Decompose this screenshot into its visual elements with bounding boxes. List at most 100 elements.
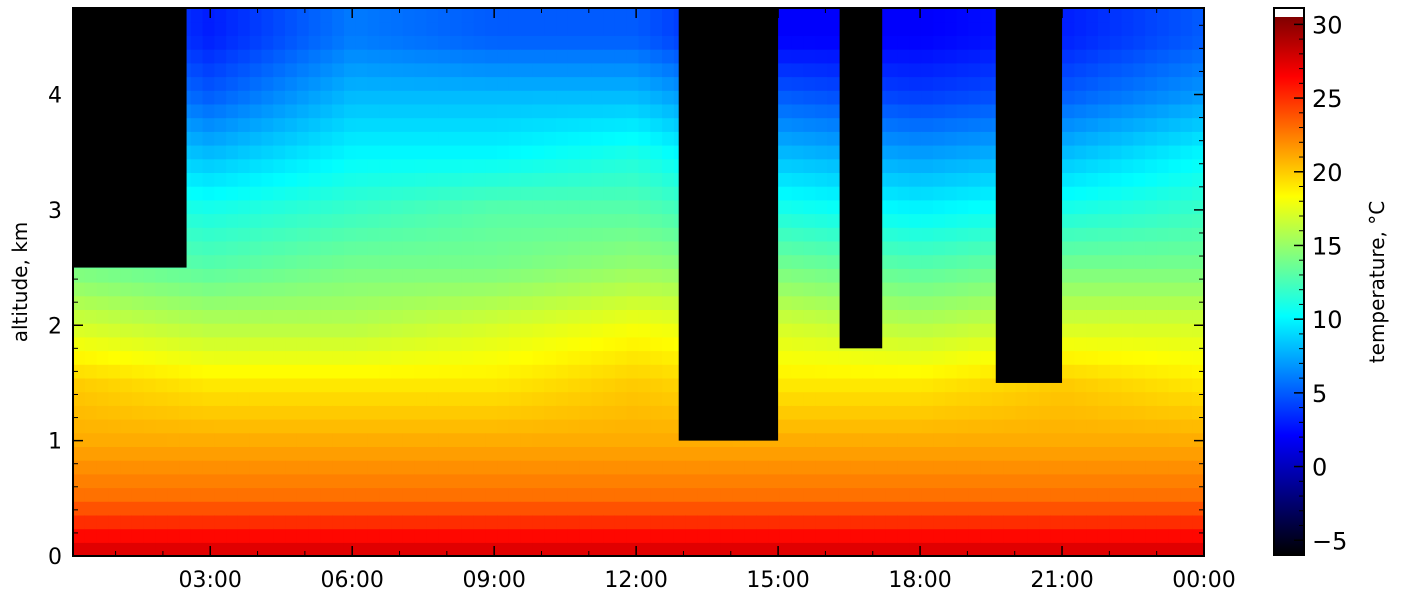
heatmap-cell [237, 186, 251, 201]
heatmap-cell [827, 21, 840, 36]
heatmap-cell [296, 295, 310, 310]
heatmap-cell [685, 473, 699, 489]
heatmap-cell [1192, 90, 1204, 105]
heatmap-cell [603, 364, 616, 379]
heatmap-cell [402, 213, 416, 228]
heatmap-cell [1145, 460, 1158, 475]
heatmap-cell [261, 117, 274, 132]
heatmap-cell [320, 528, 333, 543]
heatmap-cell [803, 350, 816, 365]
heatmap-cell [603, 8, 616, 23]
heatmap-cell [273, 364, 286, 379]
heatmap-cell [1121, 473, 1134, 489]
heatmap-cell [414, 172, 428, 187]
heatmap-cell [226, 377, 239, 393]
heatmap-cell [885, 514, 899, 530]
heatmap-cell [968, 446, 981, 461]
heatmap-cell [827, 90, 840, 105]
heatmap-cell [1145, 254, 1158, 269]
heatmap-cell [1062, 309, 1076, 324]
heatmap-cell [190, 446, 204, 461]
heatmap-cell [190, 514, 204, 530]
heatmap-cell [803, 295, 816, 310]
heatmap-cell [991, 514, 1005, 530]
heatmap-cell [1074, 432, 1087, 447]
heatmap-cell [402, 377, 416, 393]
heatmap-cell [909, 240, 922, 256]
heatmap-cell [343, 268, 357, 283]
heatmap-cell [1121, 323, 1134, 338]
heatmap-cell [662, 49, 675, 64]
heatmap-cell [179, 336, 192, 352]
heatmap-cell [544, 542, 557, 556]
heatmap-cell [237, 350, 251, 365]
heatmap-cell [968, 473, 981, 489]
heatmap-cell [520, 49, 534, 64]
heatmap-cell [237, 336, 251, 352]
heatmap-cell [450, 432, 463, 447]
heatmap-cell [544, 103, 557, 119]
heatmap-cell [638, 501, 651, 516]
heatmap-cell [968, 391, 981, 406]
heatmap-cell [591, 336, 604, 352]
heatmap-cell [343, 446, 357, 461]
heatmap-cell [662, 117, 675, 132]
heatmap-cell [355, 350, 369, 365]
heatmap-cell [685, 542, 699, 556]
heatmap-cell [1027, 487, 1040, 502]
heatmap-cell [320, 323, 333, 338]
heatmap-cell [556, 8, 569, 23]
heatmap-cell [343, 90, 357, 105]
heatmap-cell [84, 460, 98, 475]
heatmap-cell [897, 473, 911, 489]
heatmap-cell [438, 460, 451, 475]
heatmap-cell [379, 514, 392, 530]
heatmap-cell [497, 35, 510, 50]
heatmap-cell [497, 62, 510, 78]
heatmap-cell [296, 35, 310, 50]
heatmap-cell [921, 103, 934, 119]
heatmap-cell [450, 282, 463, 297]
heatmap-cell [673, 460, 687, 475]
heatmap-cell [214, 309, 227, 324]
heatmap-cell [367, 158, 380, 173]
heatmap-cell [626, 90, 640, 105]
heatmap-cell [296, 254, 310, 269]
heatmap-cell [108, 268, 121, 283]
heatmap-cell [296, 240, 310, 256]
heatmap-cell [226, 172, 239, 187]
heatmap-cell [343, 501, 357, 516]
heatmap-cell [956, 172, 969, 187]
heatmap-cell [1121, 419, 1134, 434]
heatmap-cell [391, 391, 404, 406]
heatmap-cell [897, 199, 911, 215]
heatmap-cell [402, 186, 416, 201]
heatmap-cell [273, 76, 286, 91]
heatmap-cell [544, 295, 557, 310]
heatmap-cell [426, 8, 439, 23]
heatmap-cell [579, 542, 592, 556]
heatmap-cell [1192, 186, 1204, 201]
heatmap-cell [827, 460, 840, 475]
heatmap-cell [968, 487, 981, 502]
heatmap-cell [579, 254, 592, 269]
heatmap-cell [815, 76, 828, 91]
heatmap-cell [1180, 254, 1193, 269]
heatmap-cell [450, 117, 463, 132]
heatmap-cell [532, 309, 545, 324]
heatmap-cell [567, 487, 581, 502]
heatmap-cell [1168, 227, 1182, 242]
heatmap-cell [885, 8, 899, 23]
heatmap-cell [202, 103, 215, 119]
heatmap-cell [473, 227, 486, 242]
heatmap-cell [815, 49, 828, 64]
heatmap-cell [402, 21, 416, 36]
heatmap-cell [909, 487, 922, 502]
heatmap-cell [1074, 446, 1087, 461]
heatmap-cell [850, 377, 863, 393]
heatmap-cell [968, 158, 981, 173]
heatmap-cell [827, 186, 840, 201]
heatmap-cell [285, 49, 298, 64]
heatmap-cell [296, 172, 310, 187]
heatmap-cell [744, 460, 757, 475]
